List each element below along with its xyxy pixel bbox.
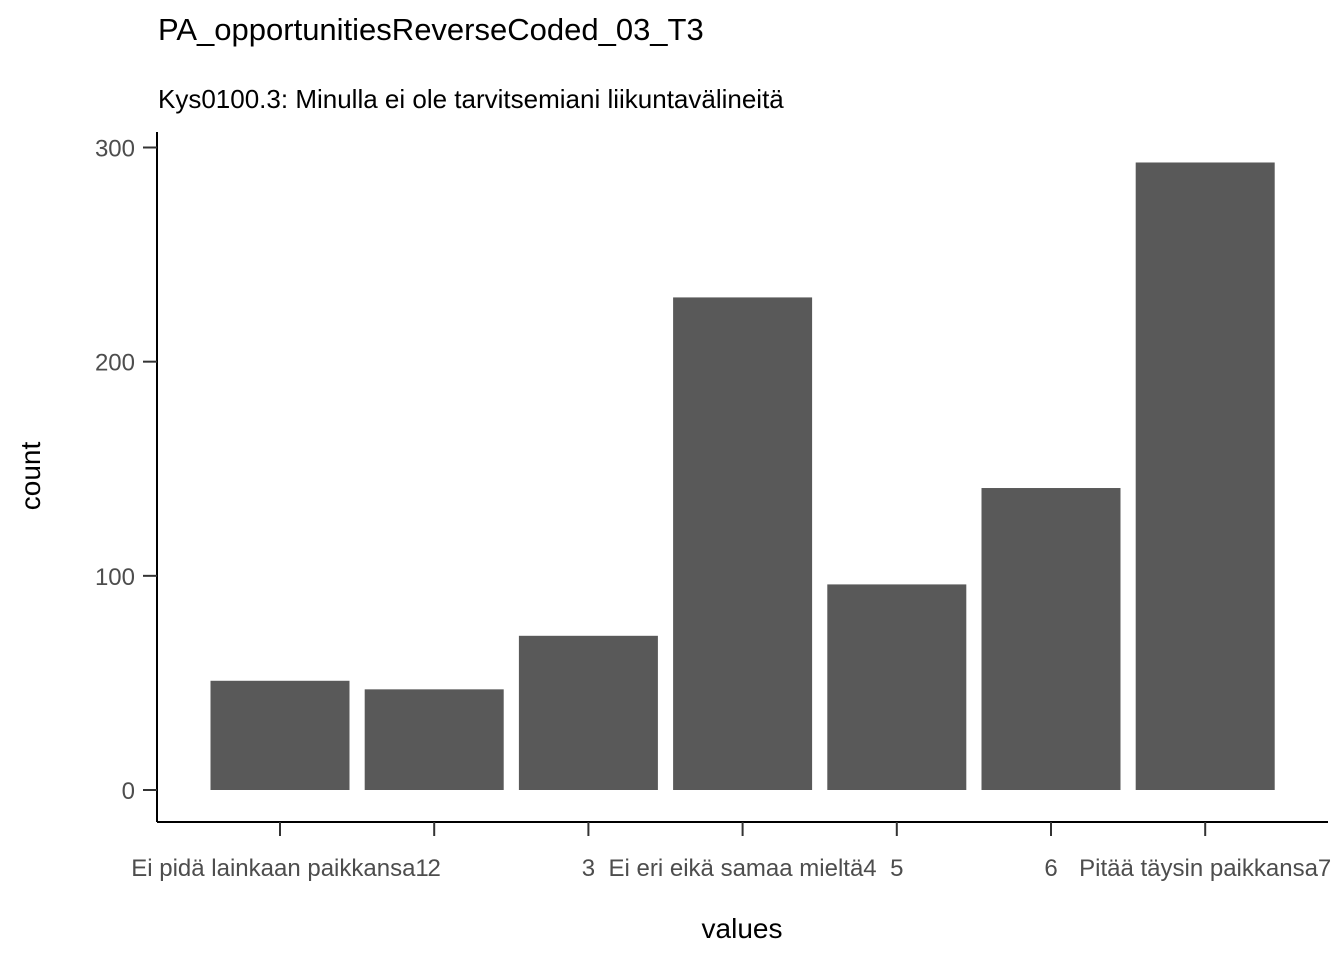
- y-tick-label: 300: [95, 136, 135, 163]
- x-tick-label: 3: [582, 855, 595, 882]
- chart-title: PA_opportunitiesReverseCoded_03_T3: [158, 12, 704, 47]
- x-tick-label: 5: [890, 855, 903, 882]
- bar-2: [364, 689, 504, 790]
- x-tick-label: 6: [1044, 855, 1057, 882]
- x-tick-label: Pitää täysin paikkansa7: [1079, 855, 1331, 882]
- bar-4: [673, 297, 813, 790]
- y-axis-title: count: [15, 442, 46, 511]
- y-tick-labels: 0 100 200 300: [95, 136, 135, 806]
- axes-group: [143, 132, 1328, 836]
- x-tick-label: 2: [428, 855, 441, 882]
- x-tick-label: Ei pidä lainkaan paikkansa1: [131, 855, 429, 882]
- bar-6: [981, 488, 1121, 790]
- x-tick-label: Ei eri eikä samaa mieltä4: [609, 855, 877, 882]
- x-axis-title: values: [702, 913, 783, 944]
- bar-3: [518, 635, 658, 790]
- chart-subtitle: Kys0100.3: Minulla ei ole tarvitsemiani …: [158, 84, 784, 114]
- bar-1: [210, 680, 350, 790]
- bar-5: [827, 584, 967, 790]
- y-tick-label: 200: [95, 350, 135, 377]
- y-tick-label: 0: [122, 778, 135, 805]
- bar-7: [1135, 162, 1275, 790]
- y-tick-label: 100: [95, 564, 135, 591]
- bars-group: [210, 162, 1275, 790]
